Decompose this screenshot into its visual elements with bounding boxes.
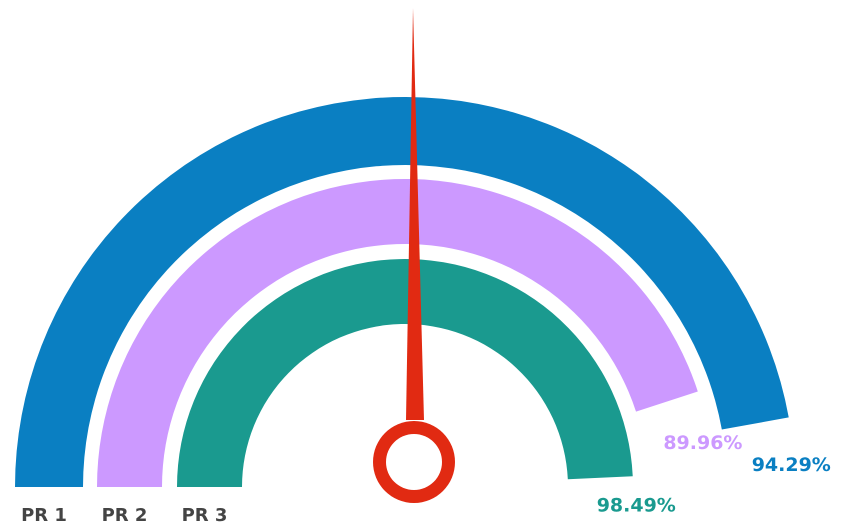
category-label: PR 1 [21, 505, 67, 526]
arc-bar [97, 179, 698, 488]
value-label: 94.29% [752, 454, 831, 476]
needle-hub-inner [386, 434, 442, 490]
category-label: PR 3 [182, 505, 228, 526]
needle-pointer [406, 8, 424, 420]
arc-bar [15, 97, 789, 487]
category-label: PR 2 [102, 505, 148, 526]
needle [373, 8, 455, 503]
value-label: 89.96% [663, 432, 742, 454]
value-label: 98.49% [597, 495, 676, 517]
arc-bar [176, 258, 633, 487]
arcs [15, 97, 789, 488]
